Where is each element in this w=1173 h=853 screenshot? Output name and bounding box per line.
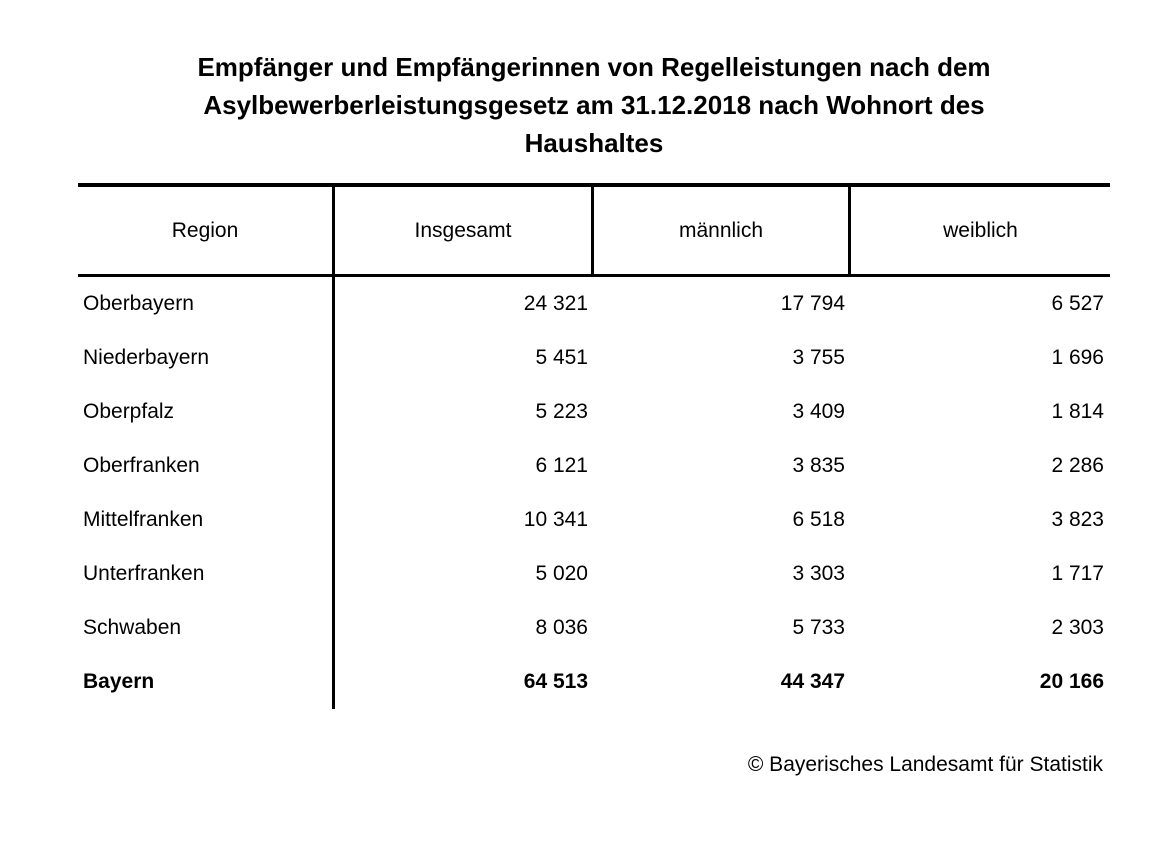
insgesamt-cell: 24 321 <box>523 292 588 315</box>
region-cell: Schwaben <box>78 601 335 655</box>
column-header-insgesamt: Insgesamt <box>335 187 594 274</box>
column-header-maennlich: männlich <box>594 187 851 274</box>
insgesamt-cell: 5 451 <box>535 346 588 369</box>
insgesamt-cell: 64 513 <box>523 670 588 693</box>
page-title-line-3: Haushaltes <box>524 128 664 158</box>
weiblich-cell: 6 527 <box>1051 292 1104 315</box>
table-row-niederbayern: Niederbayern 5 451 3 755 1 696 <box>78 331 1110 385</box>
table-row-oberbayern: Oberbayern 24 321 17 794 6 527 <box>78 277 1110 331</box>
region-cell: Oberbayern <box>78 277 335 331</box>
maennlich-cell: 3 755 <box>792 346 845 369</box>
maennlich-cell: 6 518 <box>792 508 845 531</box>
page-title-line-2: Asylbewerberleistungsgesetz am 31.12.201… <box>203 90 985 120</box>
table-row-schwaben: Schwaben 8 036 5 733 2 303 <box>78 601 1110 655</box>
table-body: Oberbayern 24 321 17 794 6 527 Niederbay… <box>78 277 1110 709</box>
weiblich-cell: 1 717 <box>1051 562 1104 585</box>
insgesamt-cell: 10 341 <box>523 508 588 531</box>
insgesamt-cell: 8 036 <box>535 616 588 639</box>
table-row-oberpfalz: Oberpfalz 5 223 3 409 1 814 <box>78 385 1110 439</box>
page-title-line-1: Empfänger und Empfängerinnen von Regelle… <box>197 52 991 82</box>
maennlich-cell: 17 794 <box>780 292 845 315</box>
maennlich-cell: 5 733 <box>792 616 845 639</box>
weiblich-cell: 2 303 <box>1051 616 1104 639</box>
statistics-table: Region Insgesamt männlich weiblich Oberb… <box>78 183 1110 709</box>
region-cell: Bayern <box>78 655 335 709</box>
maennlich-cell: 3 409 <box>792 400 845 423</box>
region-cell: Unterfranken <box>78 547 335 601</box>
column-header-region: Region <box>78 187 335 274</box>
table-row-bayern-total: Bayern 64 513 44 347 20 166 <box>78 655 1110 709</box>
maennlich-cell: 3 303 <box>792 562 845 585</box>
table-row-unterfranken: Unterfranken 5 020 3 303 1 717 <box>78 547 1110 601</box>
column-header-weiblich: weiblich <box>943 218 1018 242</box>
table-row-oberfranken: Oberfranken 6 121 3 835 2 286 <box>78 439 1110 493</box>
maennlich-cell: 44 347 <box>780 670 845 693</box>
copyright-notice: © Bayerisches Landesamt für Statistik <box>747 753 1103 776</box>
region-cell: Oberfranken <box>78 439 335 493</box>
maennlich-cell: 3 835 <box>792 454 845 477</box>
weiblich-cell: 2 286 <box>1051 454 1104 477</box>
page-title: Empfänger und Empfängerinnen von Regelle… <box>78 48 1110 162</box>
insgesamt-cell: 6 121 <box>535 454 588 477</box>
weiblich-cell: 20 166 <box>1039 670 1104 693</box>
region-cell: Niederbayern <box>78 331 335 385</box>
weiblich-cell: 1 814 <box>1051 400 1104 423</box>
insgesamt-cell: 5 223 <box>535 400 588 423</box>
insgesamt-cell: 5 020 <box>535 562 588 585</box>
region-cell: Mittelfranken <box>78 493 335 547</box>
weiblich-cell: 1 696 <box>1051 346 1104 369</box>
region-cell: Oberpfalz <box>78 385 335 439</box>
table-row-mittelfranken: Mittelfranken 10 341 6 518 3 823 <box>78 493 1110 547</box>
weiblich-cell: 3 823 <box>1051 508 1104 531</box>
table-header-row: Region Insgesamt männlich weiblich <box>78 183 1110 277</box>
